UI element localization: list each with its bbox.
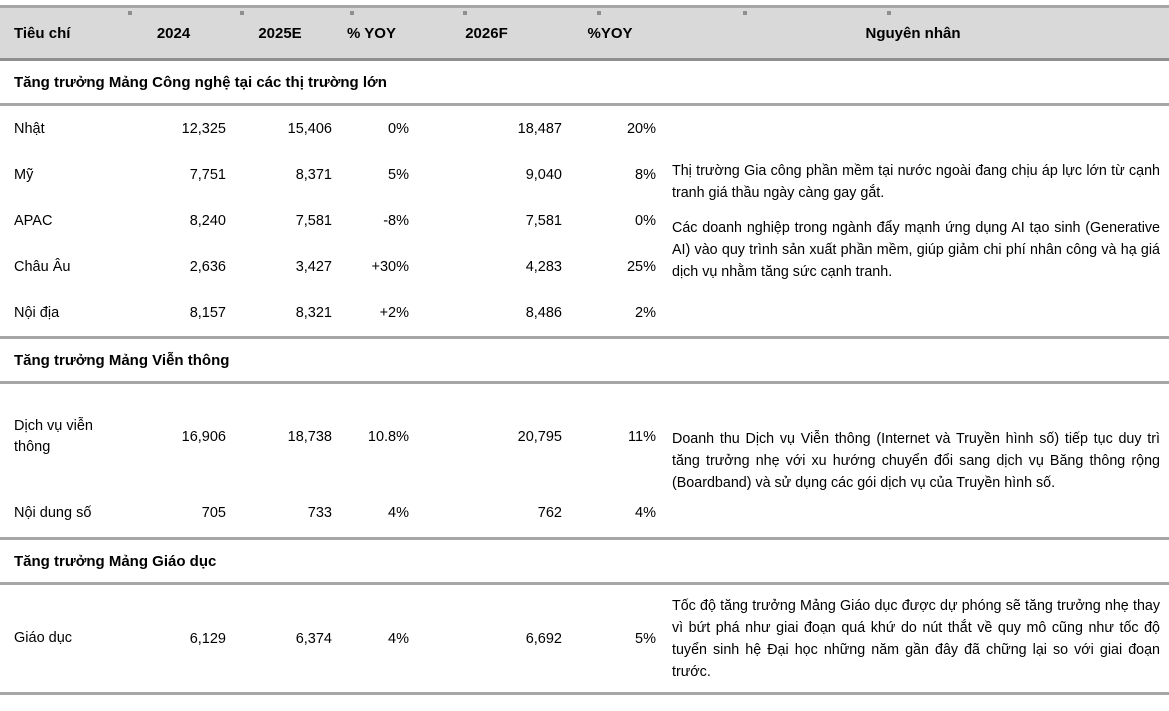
- reason-paragraph: Thị trường Gia công phần mềm tại nước ng…: [672, 162, 1160, 201]
- cell-2024: 8,157: [189, 305, 226, 321]
- cell-2026f: 18,487: [517, 121, 562, 137]
- reason-cell-telecom: Doanh thu Dịch vụ Viễn thông (Internet v…: [657, 383, 1169, 539]
- table-header-row: Tiêu chí 2024 2025E % YOY 2026F %YOY Ngu…: [0, 5, 1169, 61]
- cell-2025e: 15,406: [287, 121, 332, 137]
- cell-yoy1: -8%: [383, 213, 409, 229]
- cell-2024: 7,751: [189, 167, 226, 183]
- cell-2024: 12,325: [181, 121, 226, 137]
- cell-yoy1: +30%: [371, 259, 410, 275]
- cell-2025e: 8,321: [295, 305, 332, 321]
- row-label: Châu Âu: [14, 258, 71, 275]
- tick-mark: [350, 11, 354, 15]
- section-title-row-telecom: Tăng trưởng Mảng Viễn thông: [0, 336, 1169, 384]
- cell-yoy1: +2%: [379, 305, 409, 321]
- cell-2026f: 7,581: [525, 213, 562, 229]
- section-title: Tăng trưởng Mảng Công nghệ tại các thị t…: [0, 59, 1169, 106]
- cell-2026f: 4,283: [525, 259, 562, 275]
- cell-yoy2: 11%: [628, 428, 656, 445]
- col-header-tieu-chi: Tiêu chí: [0, 5, 120, 61]
- cell-yoy2: 25%: [626, 259, 656, 275]
- cell-2025e: 3,427: [295, 259, 332, 275]
- cell-2024: 705: [201, 505, 226, 521]
- cell-yoy2: 20%: [626, 121, 656, 137]
- cell-2026f: 9,040: [525, 167, 562, 183]
- row-label: Nội dung số: [14, 504, 92, 521]
- col-header-yoy-2025: % YOY: [333, 5, 410, 61]
- cell-2025e: 7,581: [295, 213, 332, 229]
- table-row-chau-au: Châu Âu 2,636 3,427 +30% 4,283 25%: [0, 244, 1169, 290]
- cell-2026f: 8,486: [525, 305, 562, 321]
- table-row-dich-vu-vien-thong: Dịch vụ viễn thông 16,906 18,738 10.8% 2…: [0, 383, 1169, 491]
- reason-paragraph: Tốc độ tăng trưởng Mảng Giáo dục được dự…: [672, 597, 1160, 680]
- forecast-table-page: Tiêu chí 2024 2025E % YOY 2026F %YOY Ngu…: [0, 5, 1169, 711]
- cell-yoy2: 5%: [635, 630, 656, 647]
- cell-yoy1: 5%: [388, 167, 409, 183]
- section-title-row-education: Tăng trưởng Mảng Giáo dục: [0, 537, 1169, 585]
- table-row-apac: APAC 8,240 7,581 -8% 7,581 0%: [0, 198, 1169, 244]
- cell-yoy2: 0%: [635, 213, 656, 229]
- section-title-row-technology: Tăng trưởng Mảng Công nghệ tại các thị t…: [0, 59, 1169, 106]
- cell-yoy1: 4%: [388, 505, 409, 521]
- cell-2026f: 20,795: [517, 428, 562, 445]
- cell-2026f: 6,692: [525, 630, 562, 647]
- col-header-2025e: 2025E: [227, 5, 333, 61]
- tick-mark: [597, 11, 601, 15]
- cell-yoy1: 10.8%: [367, 428, 409, 445]
- col-header-2026f: 2026F: [410, 5, 563, 61]
- cell-2025e: 6,374: [295, 630, 332, 647]
- col-header-2024: 2024: [120, 5, 227, 61]
- reason-cell-education: Tốc độ tăng trưởng Mảng Giáo dục được dự…: [657, 584, 1169, 694]
- row-label: Nội địa: [14, 304, 60, 321]
- table-row-nhat: Nhật 12,325 15,406 0% 18,487 20% Thị trư…: [0, 105, 1169, 280]
- tick-mark: [128, 11, 132, 15]
- tick-mark: [463, 11, 467, 15]
- reason-cell-technology: Thị trường Gia công phần mềm tại nước ng…: [657, 105, 1169, 338]
- table-row-noi-dia: Nội địa 8,157 8,321 +2% 8,486 2%: [0, 290, 1169, 338]
- section-title: Tăng trưởng Mảng Viễn thông: [0, 336, 1169, 384]
- forecast-table: Tiêu chí 2024 2025E % YOY 2026F %YOY Ngu…: [0, 5, 1169, 695]
- tick-mark: [887, 11, 891, 15]
- col-header-yoy-2026: %YOY: [563, 5, 657, 61]
- row-label: Giáo dục: [14, 630, 73, 646]
- tick-mark: [743, 11, 747, 15]
- column-tick-marks: [0, 5, 1169, 15]
- cell-2025e: 18,738: [287, 428, 332, 445]
- cell-2026f: 762: [537, 505, 562, 521]
- cell-2024: 2,636: [189, 259, 226, 275]
- cell-2024: 8,240: [189, 213, 226, 229]
- reason-paragraph: Các doanh nghiệp trong ngành đẩy mạnh ứn…: [672, 219, 1160, 280]
- reason-paragraph: Doanh thu Dịch vụ Viễn thông (Internet v…: [672, 430, 1160, 491]
- row-label: Mỹ: [14, 166, 34, 183]
- table-row-my: Mỹ 7,751 8,371 5% 9,040 8%: [0, 152, 1169, 198]
- row-label: Nhật: [14, 120, 45, 137]
- col-header-nguyen-nhan: Nguyên nhân: [657, 5, 1169, 61]
- table-row-giao-duc: Giáo dục 6,129 6,374 4% 6,692 5% Tốc độ …: [0, 584, 1169, 694]
- cell-2024: 6,129: [189, 630, 226, 647]
- cell-2025e: 8,371: [295, 167, 332, 183]
- section-title: Tăng trưởng Mảng Giáo dục: [0, 537, 1169, 585]
- cell-2024: 16,906: [181, 428, 226, 445]
- table-row-noi-dung-so: Nội dung số 705 733 4% 762 4%: [0, 489, 1169, 539]
- cell-yoy2: 2%: [635, 305, 656, 321]
- tick-mark: [240, 11, 244, 15]
- cell-yoy2: 4%: [635, 505, 656, 521]
- cell-2025e: 733: [307, 505, 332, 521]
- row-label: Dịch vụ viễn thông: [14, 417, 93, 455]
- cell-yoy2: 8%: [635, 167, 656, 183]
- cell-yoy1: 0%: [388, 121, 409, 137]
- row-label: APAC: [14, 212, 53, 229]
- cell-yoy1: 4%: [388, 630, 409, 647]
